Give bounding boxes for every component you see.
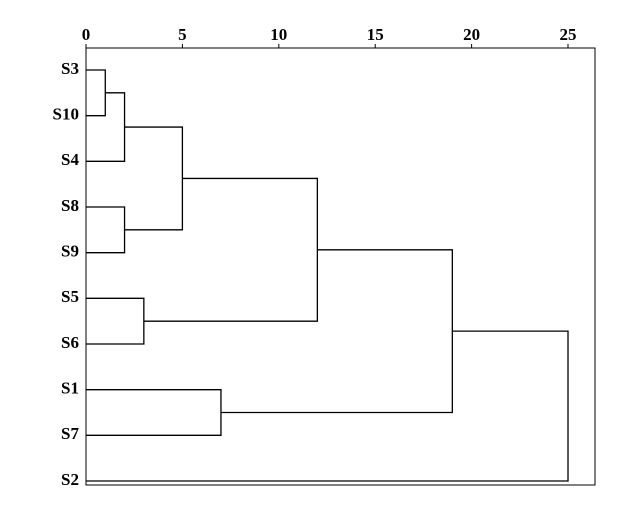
leaf-label: S5	[61, 287, 79, 306]
leaf-label: S4	[61, 150, 79, 169]
dendrogram-link	[86, 206, 126, 254]
x-tick-label: 0	[82, 25, 91, 44]
x-tick-label: 5	[178, 25, 187, 44]
leaf-label: S3	[61, 59, 79, 78]
leaf-label: S1	[61, 379, 79, 398]
leaf-label: S10	[53, 105, 79, 124]
dendrogram-link	[86, 297, 145, 345]
leaf-label: S2	[61, 470, 79, 489]
leaf-label: S9	[61, 242, 79, 261]
dendrogram-link	[143, 177, 319, 322]
dendrogram-link	[86, 330, 569, 482]
x-tick-label: 25	[560, 25, 577, 44]
dendrogram-link	[124, 126, 184, 231]
plot-frame	[85, 47, 596, 486]
leaf-label: S6	[61, 333, 79, 352]
dendrogram-link	[86, 389, 222, 436]
x-tick-label: 15	[367, 25, 384, 44]
dendrogram-link	[86, 69, 106, 117]
leaf-label: S8	[61, 196, 79, 215]
x-tick-label: 10	[270, 25, 287, 44]
x-tick-label: 20	[463, 25, 480, 44]
leaf-label: S7	[61, 424, 79, 443]
dendrogram-link	[220, 249, 453, 414]
